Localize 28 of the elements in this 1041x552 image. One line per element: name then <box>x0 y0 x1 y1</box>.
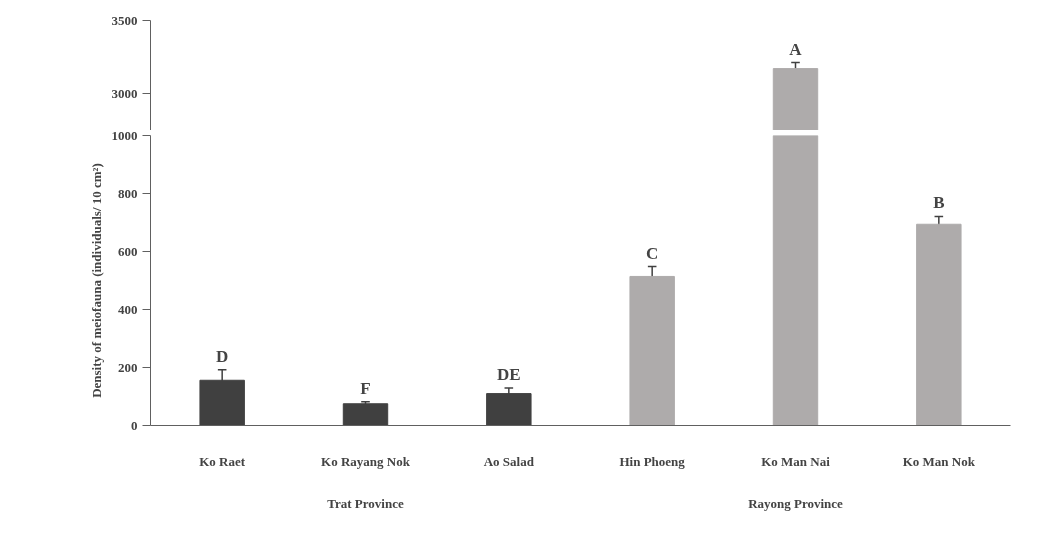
x-tick-label: Hin Phoeng <box>619 453 686 469</box>
y-tick-label: 0 <box>131 417 138 433</box>
y-tick-label: 600 <box>118 243 138 259</box>
x-tick-label: Ko Raet <box>199 453 246 469</box>
text: Trat Province <box>327 495 404 511</box>
bar <box>629 275 675 426</box>
annotation: F <box>360 378 371 398</box>
bar <box>342 403 389 426</box>
y-tick-label: 800 <box>118 185 138 201</box>
annotation: D <box>216 346 229 366</box>
y-tick-label: 400 <box>118 301 138 317</box>
annotation: A <box>789 39 803 59</box>
y-tick-label: 3000 <box>111 85 138 101</box>
x-tick-label: Ko Man Nai <box>761 453 831 469</box>
y-tick-label: 1000 <box>111 127 138 143</box>
bar <box>772 135 819 426</box>
x-tick-label: Ko Man Nok <box>902 453 976 469</box>
x-tick-label: Ao Salad <box>483 453 535 469</box>
annotation: B <box>933 193 945 213</box>
annotation: DE <box>497 365 521 385</box>
text: Rayong Province <box>748 495 844 511</box>
y-tick-label: 200 <box>118 359 138 375</box>
annotation: C <box>646 243 659 263</box>
bar <box>916 223 962 426</box>
y-tick-label: 3500 <box>111 12 138 28</box>
y-axis-title: Density of meiofauna (individuals/ 10 cm²) <box>88 163 104 398</box>
x-tick-label: Ko Rayang Nok <box>321 453 411 469</box>
bar <box>486 393 532 426</box>
